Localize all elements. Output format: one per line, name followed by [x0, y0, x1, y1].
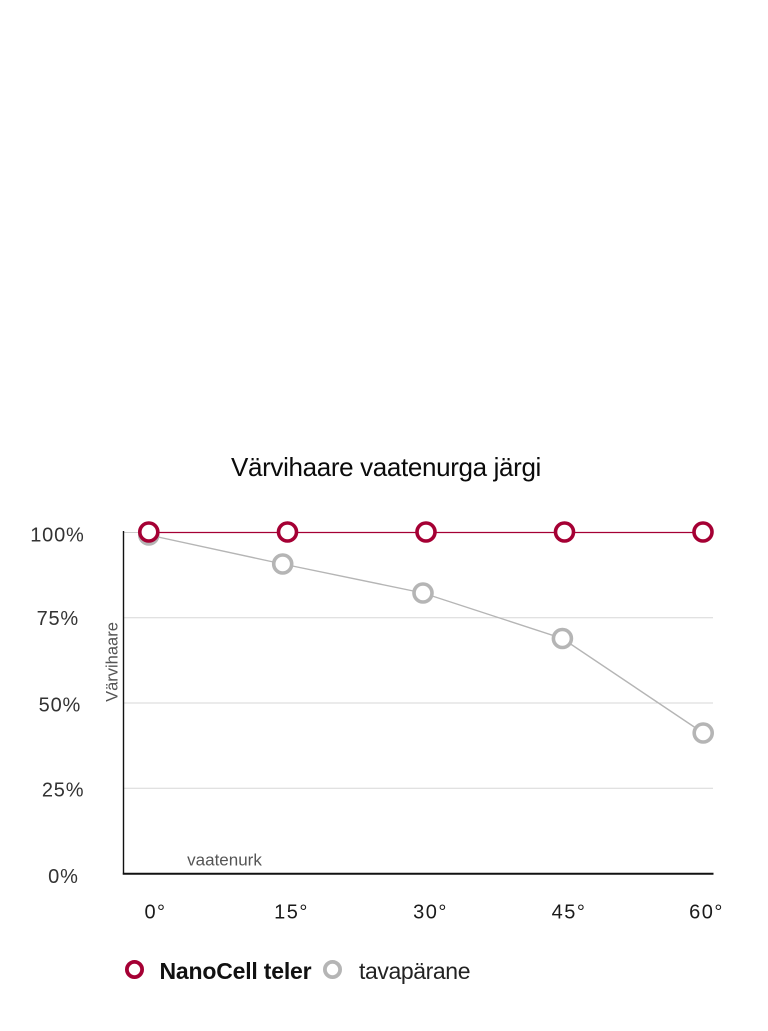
svg-text:50%: 50%	[39, 695, 81, 717]
svg-text:60°: 60°	[689, 902, 724, 924]
svg-text:75%: 75%	[37, 608, 79, 630]
svg-text:15°: 15°	[274, 902, 309, 924]
svg-text:100%: 100%	[30, 525, 84, 547]
svg-text:0°: 0°	[144, 902, 166, 924]
svg-text:vaatenurk: vaatenurk	[187, 851, 262, 870]
svg-text:30°: 30°	[413, 902, 448, 924]
svg-text:0%: 0%	[48, 866, 79, 888]
svg-text:NanoCell teler: NanoCell teler	[160, 958, 312, 984]
svg-text:45°: 45°	[552, 902, 587, 924]
svg-text:Värvihaare vaatenurga järgi: Värvihaare vaatenurga järgi	[231, 452, 541, 482]
svg-text:25%: 25%	[42, 780, 84, 802]
svg-text:tavapärane: tavapärane	[359, 958, 470, 984]
svg-text:Värvihaare: Värvihaare	[104, 622, 122, 702]
